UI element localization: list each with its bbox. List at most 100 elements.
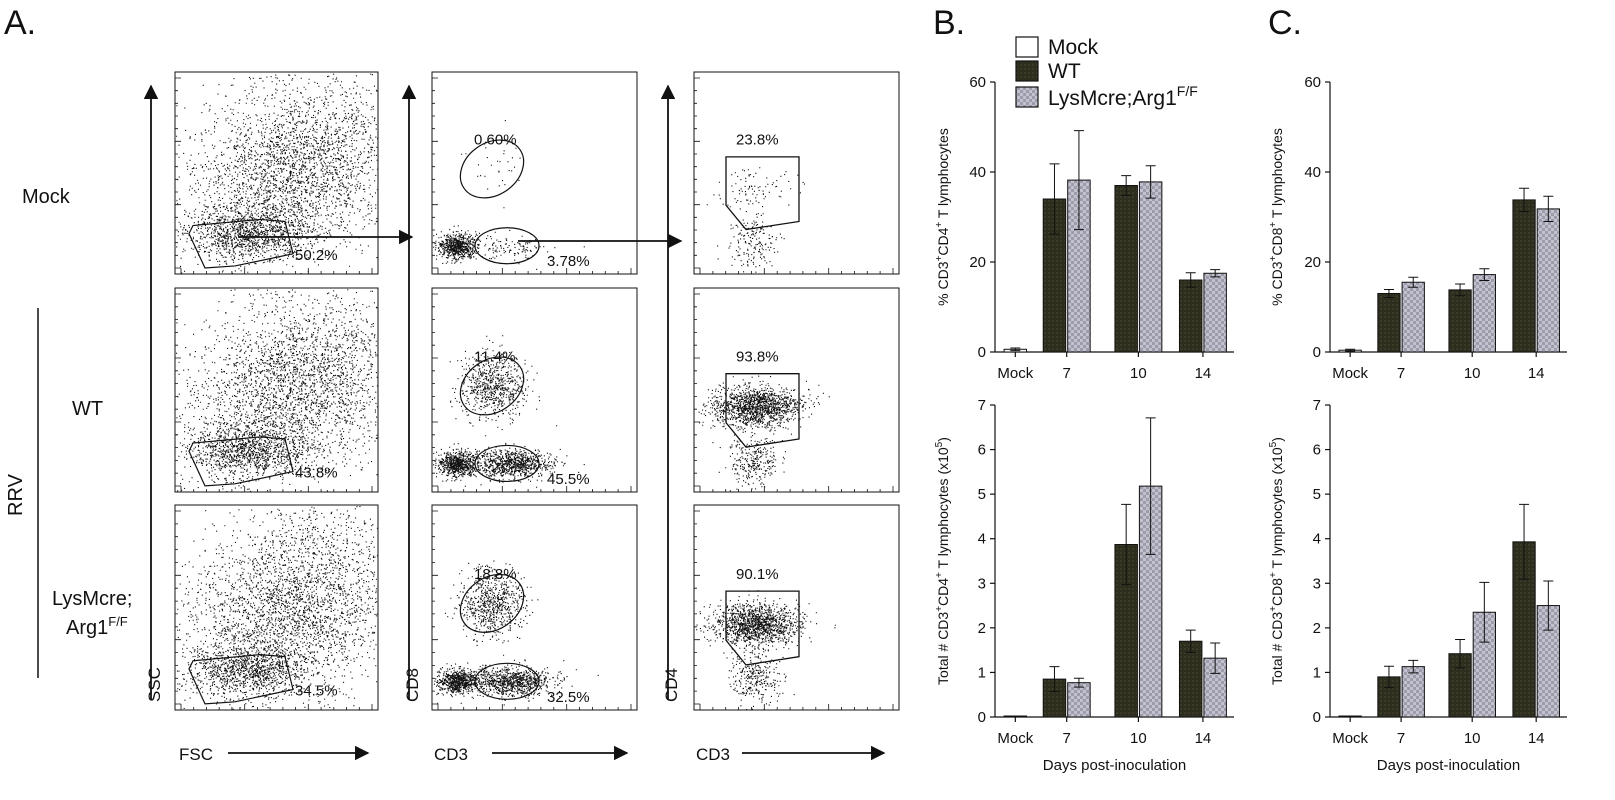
plot-frame xyxy=(174,287,379,493)
error-bar xyxy=(1010,347,1021,352)
bar-mock-Mock xyxy=(1338,715,1362,718)
y-axis-label: % CD3+CD8+ T lymphocytes xyxy=(1268,128,1285,306)
error-bar xyxy=(1408,276,1419,288)
scatter-plot-fsc-ssc-mock: 50.2% xyxy=(174,71,379,275)
row-label-lysmcre-line1: LysMcre; xyxy=(52,588,132,610)
x-tick-label-7: 7 xyxy=(1063,730,1071,747)
gate-percent-cd3: 45.5% xyxy=(547,471,590,488)
cd4-gate xyxy=(725,156,800,231)
gate-percent-cd4: 23.8% xyxy=(736,132,779,149)
x-tick-label-10: 10 xyxy=(1130,365,1147,382)
bar-lys-7 xyxy=(1401,281,1425,353)
y-tick-label: 60 xyxy=(969,74,986,91)
x-tick-label-14: 14 xyxy=(1528,730,1545,747)
y-tick-label: 3 xyxy=(978,575,986,592)
error-bar xyxy=(1073,130,1084,231)
scatter-plot-cd3-cd8-lysmcre: 18.8% 32.5% xyxy=(431,504,638,711)
x-tick-label-Mock: Mock xyxy=(997,730,1033,747)
bar-wt-7 xyxy=(1377,293,1401,353)
plot-ticks xyxy=(432,510,632,710)
error-bar xyxy=(1049,666,1060,693)
x-tick-label-7: 7 xyxy=(1397,365,1405,382)
plot-ticks xyxy=(432,77,632,274)
legend-swatch-mock xyxy=(1015,36,1039,58)
event-dots xyxy=(452,229,585,270)
y-tick-label: 6 xyxy=(1313,442,1321,459)
gate-percent-lymphocyte: 34.5% xyxy=(295,683,338,700)
error-bar xyxy=(1479,268,1490,281)
y-tick-label: 0 xyxy=(978,344,986,361)
error-bar xyxy=(1185,272,1196,288)
gate-percent-cd4: 93.8% xyxy=(736,348,779,365)
x-tick-label-7: 7 xyxy=(1397,730,1405,747)
event-dots xyxy=(176,416,346,489)
panel-label-c: C. xyxy=(1268,4,1302,42)
y-tick-label: 20 xyxy=(1304,254,1321,271)
y-tick-label: 5 xyxy=(1313,486,1321,503)
event-dots xyxy=(718,415,786,492)
x-tick-label-14: 14 xyxy=(1528,365,1545,382)
scatter-plot-cd3-cd4-mock: 23.8% xyxy=(693,71,900,275)
legend-label-lysmcre: LysMcre;Arg1F/F xyxy=(1048,83,1198,110)
legend: Mock WT LysMcre;Arg1F/F xyxy=(1015,36,1198,110)
error-bar xyxy=(1185,629,1196,653)
lymphocyte-gate xyxy=(188,654,294,705)
row-label-lysmcre-line2: Arg1F/F xyxy=(66,614,128,639)
x-tick-label-Mock: Mock xyxy=(1332,730,1368,747)
y-axis-label: % CD3+CD4+ T lymphocytes xyxy=(934,128,951,306)
y-tick-label: 2 xyxy=(978,620,986,637)
bar-chart-b-bottom: 0 1 2 3 4 5 6 7 Mock 7 10 14 Total # CD3+CD4+ T lymp… xyxy=(934,397,1234,774)
error-bar xyxy=(1383,665,1394,689)
y-tick-label: 0 xyxy=(978,709,986,726)
error-bar xyxy=(1210,269,1221,278)
event-dots xyxy=(696,590,836,658)
panel-label-b: B. xyxy=(933,4,965,42)
error-bar xyxy=(1121,175,1132,196)
bar-chart-c-top: 0 20 40 60 Mock 7 10 14 % CD3+CD8+ T lymphocytes xyxy=(1268,74,1567,382)
x-axis-label: Days post-inoculation xyxy=(1043,757,1186,774)
event-dots xyxy=(433,663,492,704)
y-tick-label: 40 xyxy=(969,164,986,181)
x-tick-label-10: 10 xyxy=(1130,730,1147,747)
y-axis-name-col3: CD4 xyxy=(662,668,681,702)
flow-cytometry-panel: 50.2% 0.60% 3.78% 23.8% 43.8% 11.4% 45.5% 93.8%… xyxy=(143,71,900,764)
cd3-gate xyxy=(474,662,540,700)
y-tick-label: 5 xyxy=(978,486,986,503)
cd8-gate xyxy=(459,139,525,199)
y-tick-label: 4 xyxy=(978,531,986,548)
bar-lys-14 xyxy=(1536,208,1560,353)
plot-ticks xyxy=(694,293,894,492)
error-bar xyxy=(1383,288,1394,299)
y-tick-label: 0 xyxy=(1313,709,1321,726)
bar-lys-7 xyxy=(1067,682,1091,718)
y-axis-name-col2: CD8 xyxy=(403,668,422,702)
cd3-gate xyxy=(474,444,540,483)
plot-frame xyxy=(693,71,900,275)
y-tick-label: 60 xyxy=(1304,74,1321,91)
y-axis-label: Total # CD3+CD8+ T lymphocytes (x105) xyxy=(1268,437,1285,685)
error-bar xyxy=(1543,580,1554,631)
y-tick-label: 7 xyxy=(1313,397,1321,414)
event-dots xyxy=(449,335,558,437)
error-bar xyxy=(1073,677,1084,688)
gate-percent-cd8: 18.8% xyxy=(474,566,517,583)
x-axis-label: Days post-inoculation xyxy=(1377,757,1520,774)
x-tick-label-10: 10 xyxy=(1464,730,1481,747)
gate-percent-lymphocyte: 50.2% xyxy=(295,247,338,264)
event-dots xyxy=(453,659,599,706)
bar-mock-Mock xyxy=(1003,715,1028,718)
y-tick-label: 1 xyxy=(1313,664,1321,681)
x-axis-name-col3: CD3 xyxy=(696,745,730,764)
cd8-gate xyxy=(459,356,525,416)
event-dots xyxy=(726,638,795,711)
gate-percent-cd4: 90.1% xyxy=(736,566,779,583)
lymphocyte-gate xyxy=(188,436,294,487)
legend-label-mock: Mock xyxy=(1048,36,1099,59)
gate-percent-cd3: 3.78% xyxy=(547,253,590,270)
error-bar xyxy=(1145,417,1156,555)
gate-percent-cd3: 32.5% xyxy=(547,689,590,706)
bar-wt-10 xyxy=(1448,289,1472,353)
bar-chart-b-top: 0 20 40 60 Mock 7 10 14 % CD3+CD4+ T lymphocytes xyxy=(934,74,1234,382)
bar-lys-10 xyxy=(1472,274,1496,353)
